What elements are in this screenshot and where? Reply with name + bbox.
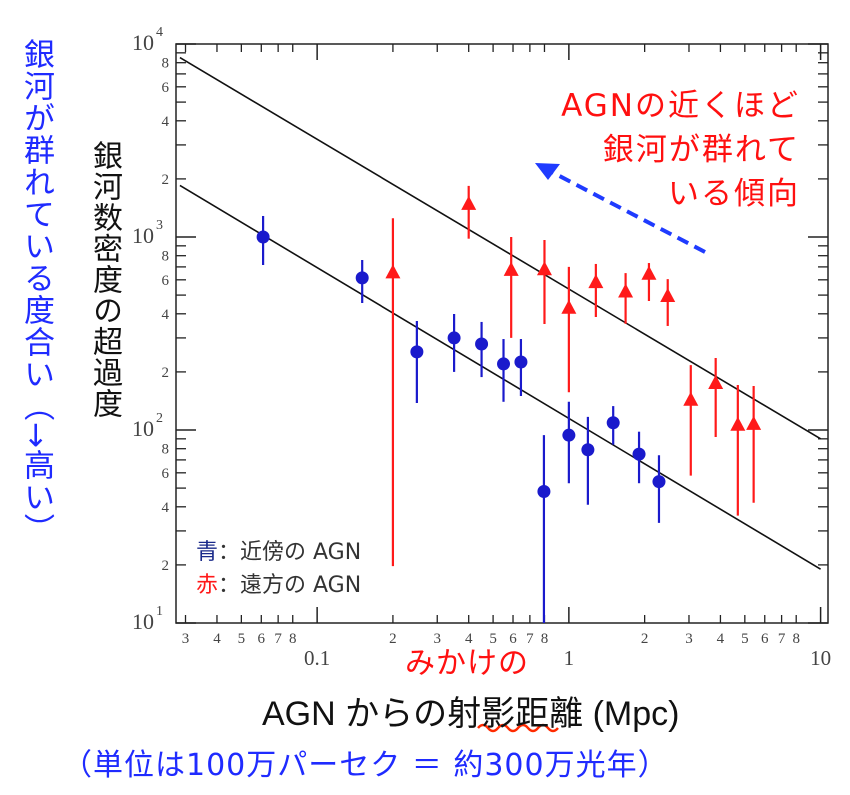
- data-point-far: [618, 283, 634, 298]
- x-annotation: みかけの: [405, 646, 529, 681]
- x-minor-tick-label: 4: [213, 631, 221, 647]
- y-major-tick-exponent: 4: [156, 25, 163, 40]
- data-point-far: [385, 264, 401, 279]
- data-point-near: [497, 357, 511, 371]
- wavy-underline: [477, 723, 559, 733]
- data-point-far: [588, 274, 604, 289]
- y-minor-tick-label: 8: [162, 442, 170, 458]
- data-point-far: [746, 415, 762, 430]
- x-minor-tick-label: 8: [792, 631, 800, 647]
- data-point-near: [355, 271, 369, 285]
- y-minor-tick-label: 4: [162, 500, 170, 516]
- x-minor-tick-label: 4: [465, 631, 473, 647]
- y-major-tick-label: 10: [132, 416, 154, 441]
- x-minor-tick-label: 5: [741, 631, 749, 647]
- trend-annotation-line-1: AGNの近くほど: [561, 88, 800, 124]
- y-minor-tick-label: 4: [162, 114, 170, 130]
- data-point-near: [652, 475, 666, 489]
- x-minor-tick-label: 3: [182, 631, 190, 647]
- axis-ticks: 3 4 5 6 7 8 2 3 4 5 6 7 8 2 3 4 5 6 7 80.1 1 1024682468246810…: [132, 25, 831, 670]
- x-minor-tick-label: 6: [509, 631, 517, 647]
- legend-text-near: ：近傍の AGN: [218, 540, 362, 565]
- data-point-far: [561, 299, 577, 314]
- y-minor-tick-label: 2: [162, 172, 170, 188]
- y-minor-tick-label: 6: [162, 273, 170, 289]
- x-minor-tick-label: 8: [541, 631, 549, 647]
- legend-item-far: 赤：遠方の AGN: [196, 567, 361, 599]
- y-axis-label: 銀河数密度の超過度: [87, 140, 122, 419]
- x-minor-tick-label: 7: [778, 631, 786, 647]
- lower-fit: [179, 184, 822, 570]
- x-axis-label: AGN からの射影距離 (Mpc): [262, 695, 680, 733]
- arrowhead-icon: [535, 163, 560, 180]
- y-annotation: 銀河が群れている度合い（→高い）: [18, 38, 54, 545]
- x-minor-tick-label: 5: [489, 631, 497, 647]
- y-minor-tick-label: 6: [162, 80, 170, 96]
- legend-text-far: ：遠方の AGN: [218, 573, 362, 598]
- legend-key-red: 赤: [196, 573, 219, 598]
- data-point-near: [447, 331, 461, 345]
- data-point-far: [641, 265, 657, 280]
- x-minor-tick-label: 4: [717, 631, 725, 647]
- data-point-near: [581, 443, 595, 457]
- y-minor-tick-label: 4: [162, 307, 170, 323]
- trend-arrow: [535, 163, 706, 254]
- data-point-near: [410, 345, 424, 359]
- x-minor-tick-label: 7: [526, 631, 534, 647]
- legend-key-blue: 青: [196, 540, 219, 565]
- x-minor-tick-label: 5: [238, 631, 246, 647]
- x-minor-tick-label: 2: [641, 631, 649, 647]
- legend-item-near: 青：近傍の AGN: [196, 534, 361, 566]
- data-point-near: [606, 416, 620, 430]
- fit-lines: [179, 56, 822, 570]
- y-major-tick-label: 10: [132, 30, 154, 55]
- x-minor-tick-label: 6: [258, 631, 266, 647]
- data-point-far: [461, 195, 477, 210]
- data-point-near: [514, 355, 528, 369]
- trend-annotation-line-2: 銀河が群れて: [602, 132, 800, 168]
- x-minor-tick-label: 7: [274, 631, 282, 647]
- data-point-far: [683, 391, 699, 406]
- y-major-tick-exponent: 1: [156, 604, 163, 619]
- data-point-near: [537, 485, 551, 499]
- unit-note: （単位は100万パーセク ＝ 約300万光年）: [62, 748, 669, 783]
- data-point-near: [562, 428, 576, 442]
- x-major-tick-label: 0.1: [304, 646, 330, 670]
- data-point-far: [730, 416, 746, 431]
- x-minor-tick-label: 3: [685, 631, 693, 647]
- x-minor-tick-label: 6: [761, 631, 769, 647]
- y-major-tick-exponent: 2: [156, 411, 163, 426]
- x-minor-tick-label: 8: [289, 631, 297, 647]
- y-minor-tick-label: 2: [162, 365, 170, 381]
- x-minor-tick-label: 3: [433, 631, 441, 647]
- x-major-tick-label: 10: [810, 646, 831, 670]
- y-minor-tick-label: 6: [162, 466, 170, 482]
- x-minor-tick-label: 2: [389, 631, 397, 647]
- data-marks: [256, 185, 762, 623]
- y-major-tick-exponent: 3: [156, 218, 163, 233]
- data-point-far: [708, 375, 724, 390]
- data-point-near: [632, 447, 646, 461]
- trend-annotation-line-3: いる傾向: [668, 176, 800, 212]
- plot-frame: [175, 43, 829, 624]
- data-point-near: [256, 230, 270, 244]
- y-major-tick-label: 10: [132, 223, 154, 248]
- data-point-near: [475, 337, 489, 351]
- y-minor-tick-label: 8: [162, 56, 170, 72]
- data-point-far: [503, 261, 519, 276]
- y-major-tick-label: 10: [132, 609, 154, 634]
- upper-fit: [179, 56, 822, 440]
- data-point-far: [660, 287, 676, 302]
- data-point-far: [536, 261, 552, 276]
- x-major-tick-label: 1: [564, 646, 575, 670]
- y-minor-tick-label: 2: [162, 558, 170, 574]
- y-minor-tick-label: 8: [162, 249, 170, 265]
